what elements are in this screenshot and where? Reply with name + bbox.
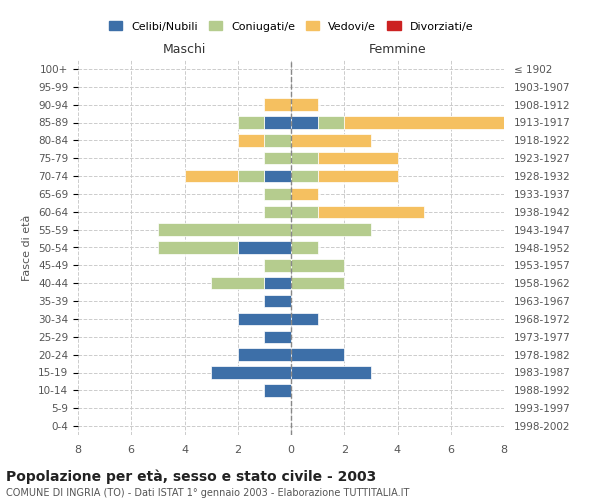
Bar bbox=[265, 330, 291, 343]
Text: Maschi: Maschi bbox=[163, 44, 206, 57]
Bar bbox=[265, 152, 291, 164]
Bar bbox=[211, 366, 291, 379]
Bar bbox=[291, 116, 317, 128]
Bar bbox=[265, 98, 291, 111]
Bar bbox=[265, 170, 291, 182]
Bar bbox=[317, 116, 344, 128]
Bar bbox=[291, 206, 317, 218]
Bar bbox=[238, 312, 291, 325]
Bar bbox=[185, 170, 238, 182]
Bar bbox=[291, 170, 317, 182]
Bar bbox=[265, 384, 291, 396]
Bar bbox=[317, 170, 398, 182]
Bar bbox=[344, 116, 530, 128]
Bar bbox=[291, 312, 317, 325]
Bar bbox=[265, 295, 291, 308]
Bar bbox=[265, 134, 291, 146]
Bar bbox=[158, 224, 291, 236]
Bar bbox=[291, 224, 371, 236]
Bar bbox=[291, 152, 317, 164]
Bar bbox=[265, 116, 291, 128]
Bar bbox=[317, 206, 424, 218]
Bar bbox=[158, 242, 238, 254]
Bar bbox=[238, 170, 265, 182]
Bar bbox=[238, 134, 265, 146]
Bar bbox=[291, 259, 344, 272]
Bar bbox=[291, 242, 317, 254]
Legend: Celibi/Nubili, Coniugati/e, Vedovi/e, Divorziati/e: Celibi/Nubili, Coniugati/e, Vedovi/e, Di… bbox=[104, 17, 478, 36]
Bar bbox=[291, 348, 344, 361]
Bar bbox=[238, 116, 265, 128]
Bar bbox=[291, 188, 317, 200]
Bar bbox=[265, 277, 291, 289]
Y-axis label: Fasce di età: Fasce di età bbox=[22, 214, 32, 280]
Bar bbox=[317, 152, 398, 164]
Bar bbox=[238, 242, 291, 254]
Bar bbox=[265, 259, 291, 272]
Bar bbox=[265, 206, 291, 218]
Bar bbox=[291, 134, 371, 146]
Text: Femmine: Femmine bbox=[368, 44, 427, 57]
Bar bbox=[211, 277, 265, 289]
Text: Popolazione per età, sesso e stato civile - 2003: Popolazione per età, sesso e stato civil… bbox=[6, 470, 376, 484]
Bar bbox=[291, 366, 371, 379]
Bar bbox=[291, 98, 317, 111]
Bar bbox=[291, 277, 344, 289]
Text: COMUNE DI INGRIA (TO) - Dati ISTAT 1° gennaio 2003 - Elaborazione TUTTITALIA.IT: COMUNE DI INGRIA (TO) - Dati ISTAT 1° ge… bbox=[6, 488, 409, 498]
Bar bbox=[238, 348, 291, 361]
Bar bbox=[265, 188, 291, 200]
